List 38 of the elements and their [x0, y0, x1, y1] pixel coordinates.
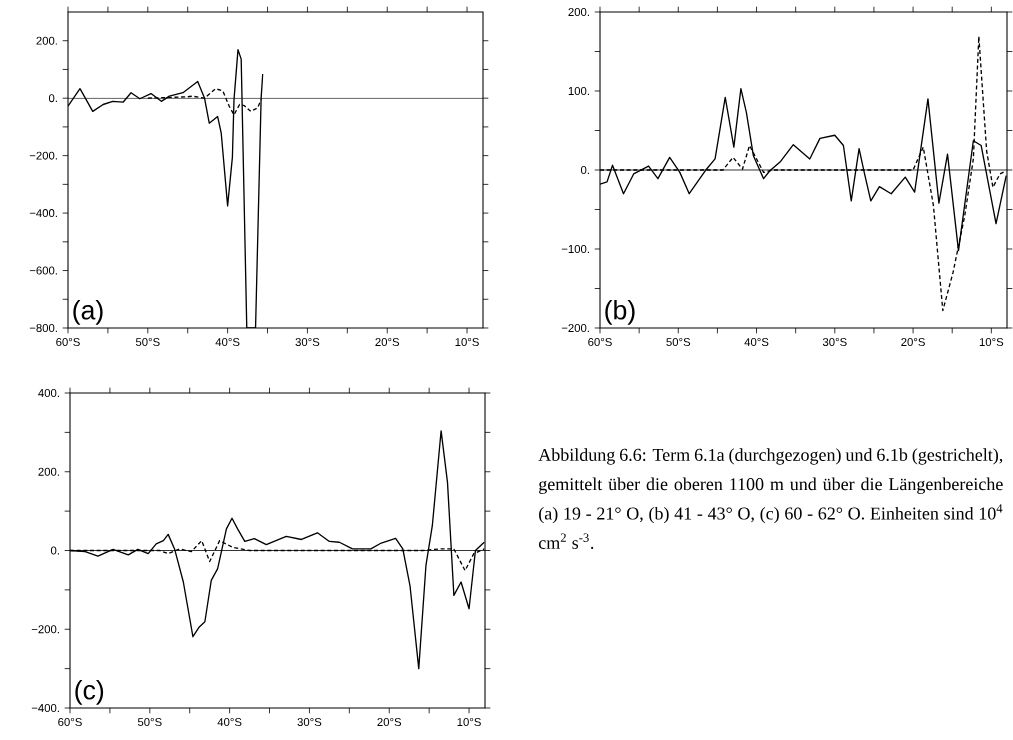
- x-tick-label: 60°S: [56, 338, 80, 347]
- x-tick-label: 50°S: [135, 338, 160, 347]
- x-tick-label: 60°S: [58, 718, 82, 727]
- x-tick-label: 50°S: [666, 338, 691, 347]
- y-tick-label: 0.: [580, 165, 589, 174]
- x-tick-label: 40°S: [217, 718, 242, 727]
- x-tick-label: 20°S: [901, 338, 925, 347]
- y-tick-label: 100.: [568, 86, 589, 95]
- y-tick-label: 200.: [36, 36, 57, 45]
- annotation: (a): [73, 299, 103, 325]
- y-tick-label: −200.: [31, 625, 59, 634]
- annotation: (c): [75, 679, 104, 705]
- y-tick-label: 0.: [50, 546, 59, 555]
- x-tick-label: 20°S: [377, 718, 402, 727]
- y-tick-label: 200.: [38, 467, 59, 476]
- y-tick-label: −100.: [561, 244, 589, 253]
- annotation: (b): [605, 299, 635, 325]
- x-tick-label: 20°S: [375, 338, 400, 347]
- x-tick-label: 30°S: [297, 718, 322, 727]
- x-tick-label: 10°S: [979, 338, 1004, 347]
- x-tick-label: 30°S: [822, 338, 847, 347]
- y-tick-label: −400.: [31, 704, 59, 713]
- y-tick-label: 200.: [568, 7, 589, 16]
- x-tick-label: 40°S: [744, 338, 769, 347]
- y-tick-label: −800.: [29, 323, 57, 332]
- x-tick-label: 40°S: [215, 338, 240, 347]
- x-tick-label: 50°S: [137, 718, 162, 727]
- y-tick-label: −200.: [561, 323, 589, 332]
- x-tick-label: 10°S: [457, 718, 481, 727]
- x-tick-label: 30°S: [295, 338, 320, 347]
- y-tick-label: −600.: [29, 266, 57, 275]
- y-tick-label: 0.: [48, 94, 57, 103]
- y-tick-label: 400.: [38, 389, 59, 398]
- x-tick-label: 60°S: [588, 338, 612, 347]
- y-tick-label: −200.: [29, 151, 57, 160]
- text: Abbildung 6.6: Term 6.1a (durchgezogen) und 6.1b (gestrichelt), gemittelt über die oberen 1100 m und über die Längenbereiche (a) 19 - 21° O, (b) 41 - 43° O, (c) 60 - 62° O. Einheiten sind 10$^{4}$ cm$^{2}$ s$^{-3}$.: [538, 448, 1003, 549]
- x-tick-label: 10°S: [455, 338, 479, 347]
- y-tick-label: −400.: [29, 209, 57, 218]
